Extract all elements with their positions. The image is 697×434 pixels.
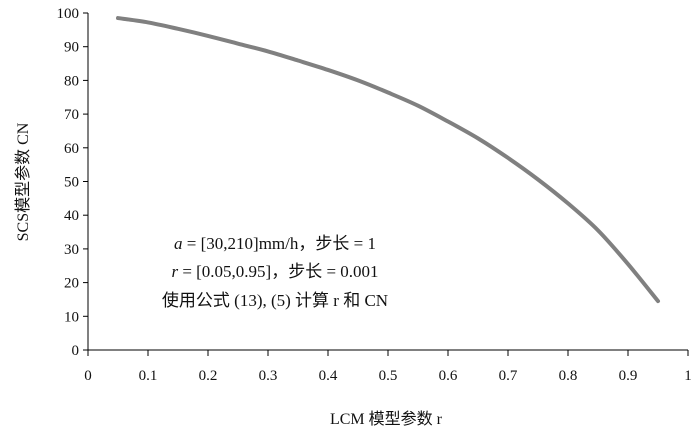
y-tick-label: 60 <box>64 141 79 157</box>
annotation-line-2: r = [0.05,0.95]，步长 = 0.001 <box>171 262 378 281</box>
y-tick-label: 50 <box>64 175 79 191</box>
y-tick-label: 0 <box>72 343 80 359</box>
x-tick-label: 0.6 <box>439 368 458 384</box>
annotation-text: 使用公式 (13), (5) 计算 r 和 CN <box>162 290 388 310</box>
y-tick-label: 90 <box>64 40 79 56</box>
x-tick-label: 0.1 <box>139 368 158 384</box>
y-axis-title: SCS模型参数 CN <box>14 122 32 241</box>
series-layer <box>116 16 660 304</box>
y-axis: 0 10 20 30 40 50 60 70 80 90 100 <box>57 6 89 359</box>
x-tick-label: 0.3 <box>259 368 278 384</box>
x-tick-label: 0.2 <box>199 368 218 384</box>
x-tick-label: 0.9 <box>619 368 638 384</box>
annotation-text: = [30,210]mm/h，步长 = 1 <box>183 234 376 253</box>
y-tick-label: 40 <box>64 208 79 224</box>
y-tick-label: 10 <box>64 309 79 325</box>
y-tick-label: 70 <box>64 107 79 123</box>
x-tick-label: 0 <box>84 368 92 384</box>
annotation-line-3: 使用公式 (13), (5) 计算 r 和 CN <box>162 290 388 310</box>
y-tick-label: 100 <box>57 6 80 22</box>
annotation-variable: r <box>171 262 178 281</box>
x-tick-label: 0.5 <box>379 368 398 384</box>
x-tick-label: 0.4 <box>319 368 338 384</box>
annotation-variable: a <box>174 234 183 253</box>
y-tick-label: 20 <box>64 276 79 292</box>
y-tick-label: 80 <box>64 73 79 89</box>
y-tick-label: 30 <box>64 242 79 258</box>
annotation-text: = [0.05,0.95]，步长 = 0.001 <box>178 262 379 281</box>
x-tick-label: 1 <box>684 368 692 384</box>
x-axis-title: LCM 模型参数 r <box>330 410 443 428</box>
x-tick-label: 0.7 <box>499 368 518 384</box>
annotation-line-1: a = [30,210]mm/h，步长 = 1 <box>174 234 376 253</box>
annotation-layer: a = [30,210]mm/h，步长 = 1 r = [0.05,0.95]，步… <box>162 234 388 310</box>
x-axis: 0 0.1 0.2 0.3 0.4 0.5 0.6 0.7 0.8 0.9 1 <box>84 349 692 384</box>
x-tick-label: 0.8 <box>559 368 578 384</box>
series-line-0 <box>116 16 660 304</box>
